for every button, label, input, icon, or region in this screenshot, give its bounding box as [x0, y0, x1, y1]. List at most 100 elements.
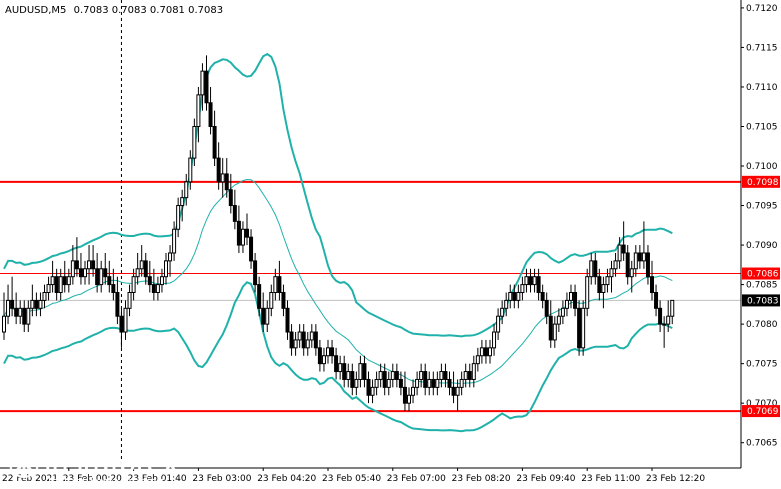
candle-body — [463, 371, 468, 380]
candle — [220, 158, 225, 198]
candle-body — [62, 276, 67, 286]
candle — [208, 86, 213, 135]
candle — [597, 268, 602, 301]
current-price-bg — [742, 294, 780, 307]
y-tick-label: 0.7085 — [746, 281, 778, 291]
candle-body — [70, 260, 75, 278]
candle — [212, 110, 217, 167]
candle-body — [208, 102, 213, 127]
candle — [540, 284, 545, 309]
candle-body — [500, 307, 505, 317]
candle-body — [662, 323, 667, 326]
candle — [658, 300, 663, 333]
candle — [556, 308, 561, 333]
candle — [378, 363, 383, 388]
candle — [139, 245, 144, 277]
candle — [350, 363, 355, 396]
candle — [496, 308, 501, 340]
candle-body — [637, 252, 642, 262]
candle-body — [305, 339, 310, 349]
candle-body — [645, 252, 650, 278]
candle — [394, 363, 399, 388]
candle-body — [176, 205, 181, 230]
y-tick-label: 0.7075 — [746, 360, 778, 370]
candle — [159, 268, 164, 293]
candle-body — [265, 307, 270, 325]
candle-body — [261, 307, 266, 325]
candle-body — [488, 347, 492, 357]
instaforex-logo-icon — [8, 447, 40, 479]
candle — [520, 276, 525, 301]
candle-body — [127, 292, 132, 309]
candle-body — [419, 371, 424, 380]
candle — [91, 245, 96, 277]
candle — [573, 284, 578, 317]
candle — [516, 284, 521, 309]
candle-body — [435, 378, 440, 388]
candle-body — [196, 94, 201, 127]
candle — [467, 363, 472, 388]
candle — [532, 268, 537, 293]
candle — [508, 284, 513, 309]
candle-body — [605, 276, 610, 286]
y-tick-label: 0.7095 — [746, 202, 778, 212]
candle-body — [593, 260, 598, 278]
candle-body — [139, 260, 144, 270]
candle-body — [516, 292, 521, 301]
candle-body — [131, 276, 136, 293]
candle-body — [427, 378, 432, 388]
time-axis: 23 Feb 00:20 23 Feb 01:40 23 Feb 03:00 23 F… — [0, 467, 741, 484]
watermark-brand: instaforex — [44, 448, 178, 479]
candle — [512, 284, 517, 309]
candle — [330, 339, 335, 364]
candle — [500, 300, 505, 325]
candle — [184, 173, 189, 206]
candle — [224, 158, 229, 198]
candle — [666, 300, 671, 333]
candle — [390, 363, 395, 388]
candle — [536, 268, 541, 301]
candle-body — [560, 307, 565, 317]
candle — [407, 387, 411, 412]
candle-body — [192, 125, 197, 159]
candle-body — [621, 244, 626, 254]
candle-body — [6, 299, 11, 317]
candle-body — [240, 228, 245, 246]
candle-body — [508, 292, 513, 301]
candle-body — [366, 378, 371, 396]
candle-body — [540, 292, 545, 301]
x-tick-label: 23 Feb 08:20 — [452, 474, 511, 484]
candle — [451, 371, 456, 404]
level-label: 0.7086 — [747, 270, 779, 280]
candle-body — [370, 386, 375, 396]
candle — [609, 260, 614, 293]
candle-body — [423, 371, 428, 388]
candle-body — [95, 268, 100, 286]
candle — [334, 347, 339, 380]
candle — [670, 299, 675, 325]
x-tick-label: 23 Feb 07:00 — [387, 474, 446, 484]
candle-body — [334, 355, 339, 373]
level-label-bg — [742, 267, 780, 280]
candle — [115, 276, 120, 325]
candle-body — [407, 394, 411, 404]
candle-body — [18, 307, 23, 317]
candle-body — [200, 70, 205, 96]
candle — [419, 363, 424, 388]
candle-body — [107, 276, 112, 286]
candle-body — [666, 315, 671, 325]
candle-body — [143, 260, 148, 278]
watermark-tagline: Instant Forex Trading — [48, 475, 164, 488]
candle-body — [443, 371, 448, 380]
candle-body — [548, 315, 553, 341]
candle-body — [496, 315, 501, 333]
candle-body — [289, 331, 294, 349]
candle-body — [151, 284, 156, 294]
candle-body — [212, 125, 217, 159]
candle-body — [273, 276, 278, 293]
candle-body — [459, 378, 464, 388]
candle — [528, 268, 533, 293]
x-tick-label: 23 Feb 03:00 — [192, 474, 251, 484]
candle — [180, 189, 185, 222]
